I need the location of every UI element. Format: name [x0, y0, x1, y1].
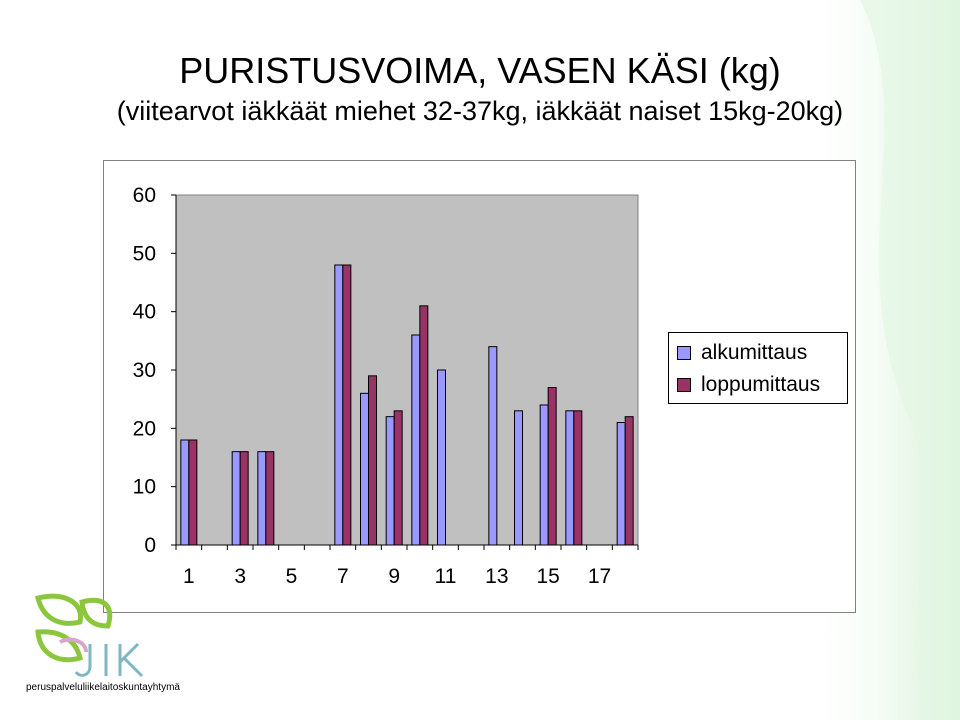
bar-alkumittaus-11: [437, 369, 446, 546]
bar-loppumittaus-10: [419, 305, 429, 546]
legend-label-loppumittaus: loppumittaus: [701, 373, 821, 396]
x-tick-label: 1: [183, 565, 195, 588]
logo-leaf-4: [59, 637, 88, 653]
slide-title: PURISTUSVOIMA, VASEN KÄSI (kg): [179, 50, 781, 91]
y-tick-label: 60: [133, 184, 156, 207]
y-tick-label: 10: [133, 476, 156, 499]
x-tick-label: 15: [536, 565, 559, 588]
bar-loppumittaus-18: [624, 416, 634, 546]
chart-frame: 0 10 20 30 40 50 60 1 3 5 7 9 11 13 15 17: [103, 160, 856, 613]
logo-leaf-1: [34, 593, 83, 626]
logo-letter-j: [74, 644, 92, 677]
logo-leaf-2: [79, 597, 113, 629]
slide-subtitle: (viitearvot iäkkäät miehet 32-37kg, iäkk…: [116, 96, 844, 126]
plot-area: [175, 194, 639, 546]
x-tick-label: 3: [234, 565, 246, 588]
bar-loppumittaus-8: [368, 375, 377, 546]
logo-letter-k: [118, 642, 144, 678]
logo-leaf-3: [35, 629, 83, 663]
y-tick-label: 20: [133, 417, 156, 440]
jik-logo: [34, 593, 144, 678]
bar-alkumittaus-7: [334, 264, 344, 546]
y-tick-label: 50: [133, 242, 156, 265]
bar-loppumittaus-15: [547, 387, 557, 546]
x-tick-label: 17: [588, 565, 611, 588]
logo-tagline: peruspalveluliikelaitoskuntayhtymä: [26, 682, 180, 693]
bar-alkumittaus-8: [360, 392, 369, 546]
bar-alkumittaus-1: [180, 439, 190, 546]
x-tick-label: 5: [286, 565, 298, 588]
legend-swatch-loppumittaus: [677, 378, 691, 392]
bar-alkumittaus-15: [539, 404, 549, 546]
bar-alkumittaus-10: [411, 334, 421, 546]
bar-alkumittaus-16: [565, 410, 575, 546]
bar-loppumittaus-3: [239, 451, 249, 546]
bar-alkumittaus-14: [514, 410, 523, 546]
legend-item-alkumittaus: alkumittaus: [677, 341, 807, 365]
bar-loppumittaus-4: [265, 451, 275, 546]
x-tick-label: 9: [388, 565, 400, 588]
bar-alkumittaus-9: [385, 416, 395, 546]
bar-alkumittaus-3: [231, 451, 241, 546]
legend-label-alkumittaus: alkumittaus: [701, 341, 808, 364]
legend-swatch-alkumittaus: [677, 346, 691, 360]
x-tick-label: 11: [435, 565, 457, 588]
bar-alkumittaus-18: [616, 422, 626, 546]
bar-alkumittaus-4: [257, 451, 267, 546]
bar-loppumittaus-16: [573, 410, 583, 546]
chart-legend: alkumittaus loppumittaus: [668, 332, 848, 404]
legend-item-loppumittaus: loppumittaus: [677, 373, 820, 397]
bar-loppumittaus-1: [188, 439, 198, 546]
x-tick-label: 7: [337, 565, 349, 588]
y-tick-label: 0: [144, 534, 156, 557]
bar-loppumittaus-9: [393, 410, 403, 546]
bar-alkumittaus-13: [488, 346, 498, 546]
y-tick-label: 30: [133, 359, 156, 382]
x-tick-label: 13: [485, 565, 508, 588]
bar-loppumittaus-7: [342, 264, 352, 546]
y-tick-label: 40: [133, 301, 156, 324]
